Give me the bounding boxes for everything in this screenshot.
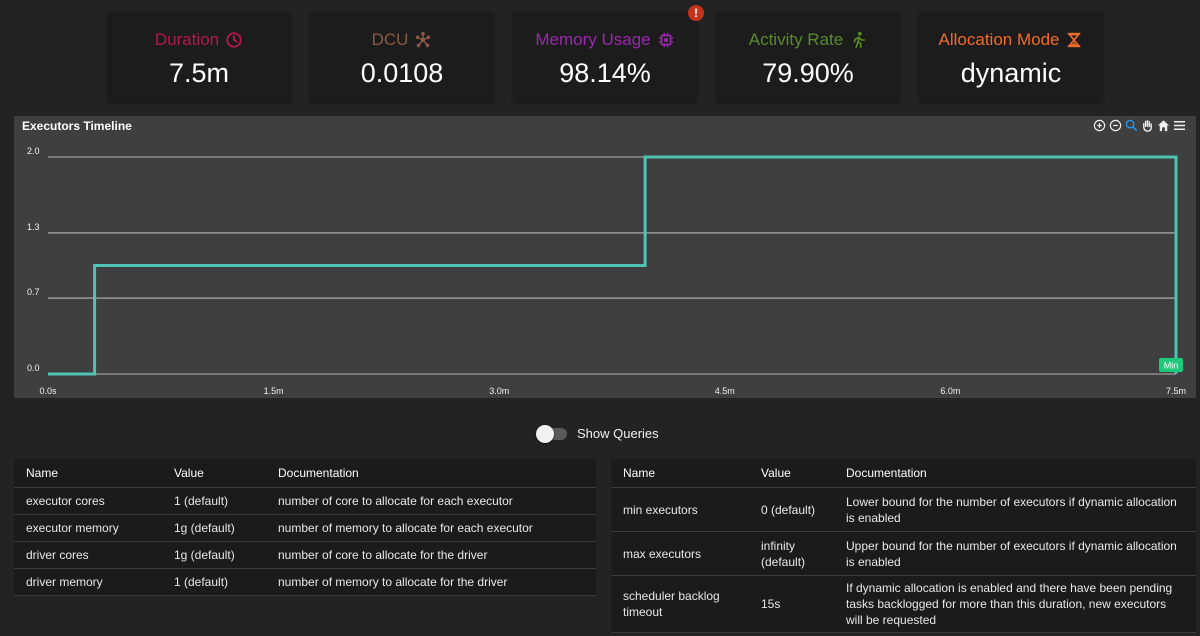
cell-documentation: If dynamic allocation is enabled and the… <box>834 575 1196 633</box>
x-tick-label: 3.0m <box>489 386 509 396</box>
x-tick-label: 1.5m <box>264 386 284 396</box>
menu-icon[interactable] <box>1173 119 1186 132</box>
min-marker <box>1159 358 1183 372</box>
table-row: min executors 0 (default) Lower bound fo… <box>611 487 1196 532</box>
cell-value: 1 (default) <box>162 487 266 515</box>
zoom-select-icon[interactable] <box>1125 119 1138 132</box>
col-header-name: Name <box>14 459 162 488</box>
series-line <box>48 155 1178 376</box>
metric-value-duration: 7.5m <box>168 58 230 88</box>
cell-name: max executors <box>611 531 749 576</box>
table-header-row: Name Value Documentation <box>14 459 596 488</box>
metric-label: Duration <box>154 30 220 49</box>
running-person-icon <box>853 31 866 49</box>
metric-value-dcu: 0.0108 <box>360 58 444 88</box>
toggle-knob[interactable] <box>536 424 554 443</box>
metric-value-memory-usage: 98.14% <box>559 58 651 88</box>
col-header-value: Value <box>749 459 834 488</box>
x-tick-label: 4.5m <box>715 386 735 396</box>
metric-value-allocation-mode: dynamic <box>960 58 1062 88</box>
min-marker-label: Min <box>1164 361 1179 371</box>
cell-documentation: Upper bound for the number of executors … <box>834 531 1196 576</box>
pan-icon[interactable] <box>1141 119 1154 132</box>
cell-documentation: number of memory to allocate for each ex… <box>266 514 596 542</box>
metric-title-duration: Duration <box>107 30 291 50</box>
metric-card-dcu: DCU 0.0108 <box>310 12 494 102</box>
cell-name: executor cores <box>14 487 162 515</box>
x-tick-label: 7.5m <box>1166 386 1186 396</box>
table-row: driver memory 1 (default) number of memo… <box>14 568 596 596</box>
cell-name: executor memory <box>14 514 162 542</box>
cell-documentation: number of core to allocate for the drive… <box>266 541 596 569</box>
warning-badge[interactable]: ! <box>688 5 704 21</box>
metric-value-activity-rate: 79.90% <box>762 58 854 88</box>
show-queries-label: Show Queries <box>577 426 659 441</box>
y-tick-label: 0.7 <box>27 287 40 297</box>
metric-title-memory-usage: Memory Usage <box>513 30 697 50</box>
cell-documentation: number of memory to allocate for the dri… <box>266 568 596 596</box>
metric-card-duration: Duration 7.5m <box>107 12 291 102</box>
chart-title: Executors Timeline <box>22 119 132 133</box>
cell-documentation: Lower bound for the number of executors … <box>834 487 1196 532</box>
table-header-row: Name Value Documentation <box>611 459 1196 488</box>
chip-icon <box>658 32 673 48</box>
cell-value: 1 (default) <box>162 568 266 596</box>
metric-card-memory-usage: Memory Usage 98.14% <box>513 12 697 102</box>
chart-toolbar <box>1093 119 1186 132</box>
metric-label: Memory Usage <box>535 30 651 49</box>
x-tick-label: 0.0s <box>39 386 57 396</box>
col-header-documentation: Documentation <box>834 459 1196 488</box>
metric-label: Allocation Mode <box>938 30 1060 49</box>
cell-name: driver memory <box>14 568 162 596</box>
executors-timeline-chart: Executors Timeline 0.0 0.7 1.3 2.0 0.0s 1.5m 3… <box>14 116 1196 398</box>
cell-value: 1g (default) <box>162 541 266 569</box>
cell-value: 1g (default) <box>162 514 266 542</box>
table-row: max executors infinity (default) Upper b… <box>611 531 1196 576</box>
table-row: driver cores 1g (default) number of core… <box>14 541 596 569</box>
x-tick-label: 6.0m <box>940 386 960 396</box>
cell-value: infinity (default) <box>749 531 834 576</box>
metric-card-allocation-mode: Allocation Mode dynamic <box>919 12 1103 102</box>
config-table-left: Name Value Documentation executor cores … <box>14 459 596 596</box>
metric-label: Activity Rate <box>748 30 844 49</box>
chart-plot: 0.0 0.7 1.3 2.0 0.0s 1.5m 3.0m 4.5m 6.0m 7.5m Min <box>27 146 1186 396</box>
show-queries-toggle-wrap: Show Queries <box>536 424 659 443</box>
metric-label: DCU <box>371 30 409 49</box>
cell-name: min executors <box>611 487 749 532</box>
col-header-name: Name <box>611 459 749 488</box>
metric-card-activity-rate: Activity Rate 79.90% <box>716 12 900 102</box>
cell-name: driver cores <box>14 541 162 569</box>
zoom-out-icon[interactable] <box>1109 119 1122 132</box>
metric-title-dcu: DCU <box>310 30 494 50</box>
col-header-value: Value <box>162 459 266 488</box>
metric-title-activity-rate: Activity Rate <box>716 30 900 50</box>
y-tick-label: 0.0 <box>27 363 40 373</box>
y-tick-label: 2.0 <box>27 146 40 156</box>
cell-value: 0 (default) <box>749 487 834 532</box>
table-row: executor cores 1 (default) number of cor… <box>14 487 596 515</box>
home-icon[interactable] <box>1157 119 1170 132</box>
table-row: executor memory 1g (default) number of m… <box>14 514 596 542</box>
show-queries-toggle[interactable] <box>536 424 567 443</box>
clock-icon <box>226 32 242 48</box>
y-tick-label: 1.3 <box>27 222 40 232</box>
cell-name: scheduler backlog timeout <box>611 575 749 633</box>
cell-documentation: number of core to allocate for each exec… <box>266 487 596 515</box>
col-header-documentation: Documentation <box>266 459 596 488</box>
config-table-right: Name Value Documentation min executors 0… <box>611 459 1196 633</box>
table-row: scheduler backlog timeout 15s If dynamic… <box>611 575 1196 633</box>
zoom-in-icon[interactable] <box>1093 119 1106 132</box>
cell-value: 15s <box>749 575 834 633</box>
metric-title-allocation-mode: Allocation Mode <box>919 30 1103 50</box>
network-icon <box>416 31 431 48</box>
hourglass-icon <box>1068 32 1081 48</box>
